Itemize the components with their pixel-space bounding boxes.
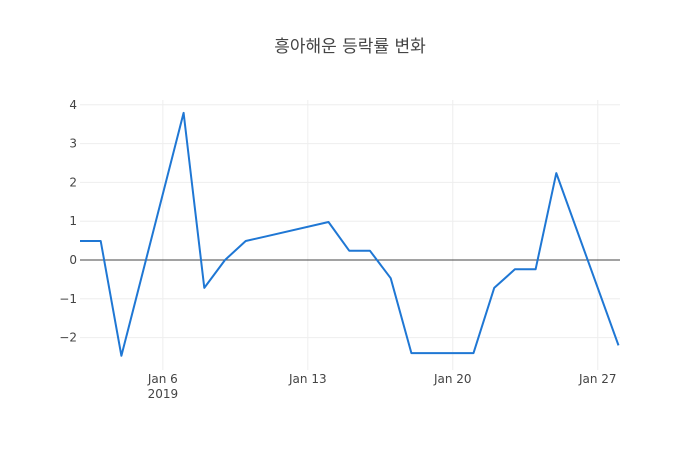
y-tick-label: −1 [59, 292, 77, 306]
y-tick-label: 3 [69, 137, 77, 151]
y-tick-label: 1 [69, 214, 77, 228]
y-tick-label: 4 [69, 98, 77, 112]
y-tick-label: −2 [59, 331, 77, 345]
x-tick-label: Jan 13 [288, 372, 327, 386]
y-tick-label: 0 [69, 253, 77, 267]
y-tick-label: 2 [69, 175, 77, 189]
x-tick-label: Jan 20 [433, 372, 472, 386]
chart-title: 흥아해운 등락률 변화 [274, 37, 426, 57]
x-tick-year-label: 2019 [148, 387, 179, 401]
data-line [80, 111, 620, 357]
x-tick-label: Jan 27 [578, 372, 617, 386]
x-tick-label: Jan 6 [147, 372, 178, 386]
